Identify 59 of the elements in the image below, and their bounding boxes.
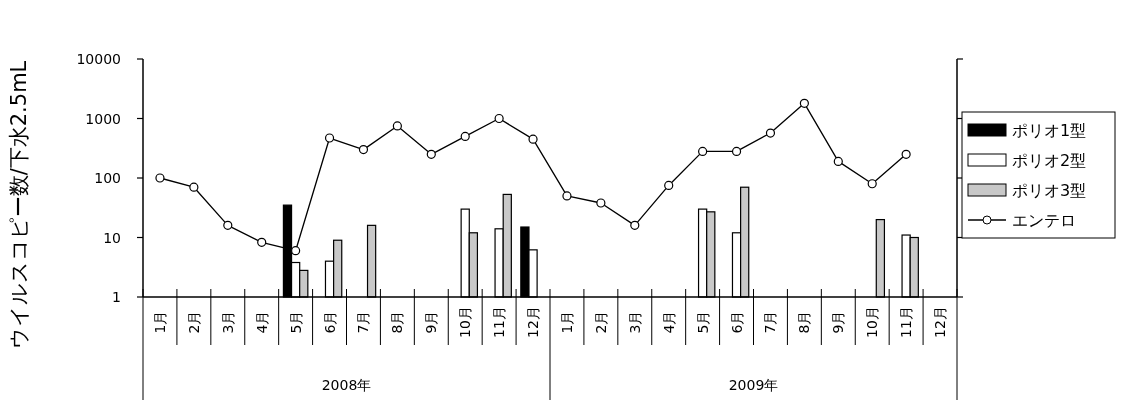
x-tick-label: 10月	[864, 306, 881, 338]
point	[630, 220, 640, 230]
x-tick-label: 7月	[355, 310, 372, 334]
point	[291, 246, 301, 256]
x-tick-label: 3月	[626, 310, 643, 334]
point	[324, 133, 335, 143]
x-tick-label: 6月	[321, 310, 338, 334]
x-tick-label: 11月	[898, 306, 915, 338]
point	[901, 149, 911, 159]
text: 2009年	[728, 377, 779, 393]
point	[223, 220, 233, 230]
x-tick-label: 9月	[830, 310, 847, 334]
y-axis-title: ウイルスコピー数/下水2.5mL	[7, 60, 31, 350]
point	[426, 149, 436, 159]
point	[867, 179, 877, 189]
point	[460, 131, 470, 142]
x-tick-label: 2月	[592, 310, 609, 334]
y-tick-label: 1	[112, 289, 121, 305]
point	[596, 198, 606, 208]
x-tick-label: 1月	[151, 310, 168, 334]
x-tick-label: 5月	[694, 310, 711, 334]
point	[731, 146, 742, 156]
point	[799, 98, 809, 108]
x-tick-label: 2月	[185, 310, 202, 334]
x-tick-label: 4月	[660, 310, 677, 334]
legend-label: ポリオ2型	[1012, 151, 1087, 170]
point	[698, 146, 708, 156]
x-tick-label: 4月	[253, 310, 270, 334]
point	[392, 121, 402, 131]
x-tick-label: 11月	[491, 306, 508, 338]
x-tick-label: 1月	[558, 310, 575, 334]
y-tick-label: 10000	[76, 51, 121, 67]
x-tick-label: 3月	[219, 310, 236, 334]
point	[765, 128, 776, 138]
point	[358, 145, 369, 155]
legend-label: ポリオ1型	[1012, 121, 1087, 140]
point	[664, 180, 674, 191]
point	[528, 134, 538, 144]
legend-label: ポリオ3型	[1012, 181, 1087, 200]
y-tick-label: 1000	[85, 110, 121, 127]
x-tick-label: 9月	[423, 310, 440, 334]
point	[562, 191, 572, 201]
point	[257, 237, 267, 247]
x-tick-label: 7月	[762, 310, 779, 334]
x-tick-label: 6月	[728, 310, 745, 334]
point	[494, 113, 504, 124]
x-tick-label: 8月	[389, 310, 406, 334]
legend-label: エンテロ	[1012, 211, 1076, 230]
point	[833, 156, 843, 167]
x-tick-label: 12月	[932, 306, 949, 338]
x-tick-label: 10月	[457, 306, 474, 338]
point	[155, 173, 165, 183]
x-tick-label: 5月	[287, 310, 304, 334]
y-tick-label: 10	[103, 229, 121, 246]
text: 2008年	[321, 377, 372, 393]
point	[189, 182, 199, 192]
x-tick-label: 12月	[525, 306, 542, 338]
y-tick-label: 100	[94, 170, 121, 186]
x-tick-label: 8月	[796, 310, 813, 334]
